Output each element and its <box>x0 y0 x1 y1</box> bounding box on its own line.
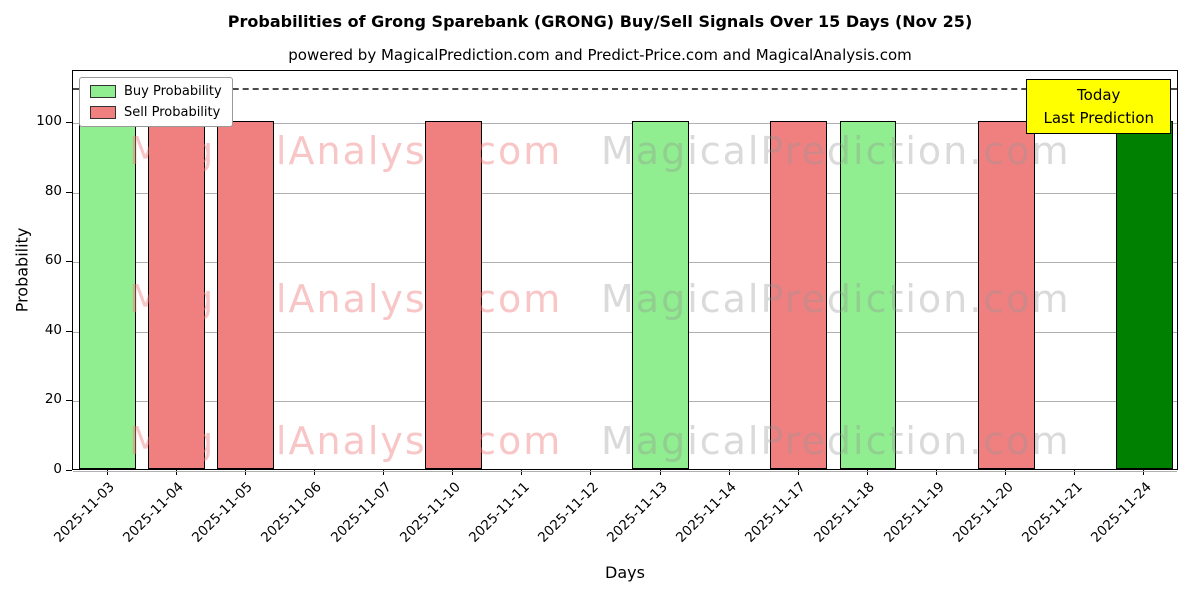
x-tick-mark-2025-11-11 <box>521 470 523 475</box>
x-tick-label-2025-11-20: 2025-11-20 <box>949 479 1017 546</box>
x-tick-label-2025-11-03: 2025-11-03 <box>51 479 118 546</box>
bar-2025-11-18 <box>839 121 897 469</box>
x-tick-mark-2025-11-17 <box>797 470 799 475</box>
x-tick-label-2025-11-12: 2025-11-12 <box>534 479 602 546</box>
buy-swatch <box>90 85 116 98</box>
x-tick-mark-2025-11-05 <box>244 470 246 475</box>
chart-title: Probabilities of Grong Sparebank (GRONG)… <box>227 12 973 31</box>
bar-2025-11-10 <box>424 121 482 469</box>
x-tick-mark-2025-11-18 <box>866 470 868 475</box>
x-tick-label-2025-11-24: 2025-11-24 <box>1087 479 1155 546</box>
y-tick-20: 20 <box>44 391 62 408</box>
sell-legend-label: Sell Probability <box>124 105 221 120</box>
x-tick-label-2025-11-17: 2025-11-17 <box>742 479 810 546</box>
threshold-dashed-line <box>73 88 1177 91</box>
y-tick-mark-20 <box>66 400 72 402</box>
x-tick-label-2025-11-05: 2025-11-05 <box>189 479 257 546</box>
gridline-y-0 <box>73 471 1177 472</box>
bar-2025-11-17 <box>770 121 828 469</box>
bar-2025-11-13 <box>632 121 689 469</box>
x-tick-mark-2025-11-24 <box>1143 470 1145 475</box>
sell-swatch <box>90 106 116 119</box>
y-tick-60: 60 <box>44 252 62 269</box>
x-tick-mark-2025-11-07 <box>383 470 385 475</box>
chart-subtitle: powered by MagicalPrediction.com and Pre… <box>288 46 912 64</box>
x-tick-mark-2025-11-19 <box>936 470 938 475</box>
x-tick-label-2025-11-07: 2025-11-07 <box>327 479 395 546</box>
x-tick-mark-2025-11-04 <box>175 470 177 475</box>
gridline-y-100 <box>73 123 1177 125</box>
bar-2025-11-20 <box>977 121 1035 469</box>
x-tick-label-2025-11-18: 2025-11-18 <box>811 479 879 546</box>
x-tick-mark-2025-11-21 <box>1074 470 1076 475</box>
gridline-y-60 <box>73 262 1177 264</box>
y-tick-100: 100 <box>36 113 62 130</box>
x-tick-label-2025-11-21: 2025-11-21 <box>1018 479 1086 546</box>
legend-entry-sell: Sell Probability <box>90 105 222 120</box>
x-tick-mark-2025-11-20 <box>1005 470 1007 475</box>
x-tick-label-2025-11-14: 2025-11-14 <box>673 479 741 546</box>
bar-2025-11-04 <box>148 121 206 469</box>
y-tick-40: 40 <box>44 321 62 338</box>
y-tick-mark-40 <box>66 330 72 332</box>
y-tick-mark-80 <box>66 191 72 193</box>
gridline-y-20 <box>73 401 1177 403</box>
x-tick-label-2025-11-19: 2025-11-19 <box>880 479 948 546</box>
y-tick-mark-100 <box>66 122 72 124</box>
x-axis-label: Days <box>605 563 645 582</box>
x-tick-mark-2025-11-14 <box>728 470 730 475</box>
x-tick-mark-2025-11-13 <box>659 470 661 475</box>
y-tick-0: 0 <box>53 461 62 477</box>
x-tick-mark-2025-11-03 <box>106 470 108 475</box>
buy-legend-label: Buy Probability <box>124 84 222 99</box>
bar-2025-11-03 <box>79 121 136 469</box>
bar-2025-11-05 <box>217 121 275 469</box>
x-tick-label-2025-11-10: 2025-11-10 <box>396 479 464 546</box>
y-axis-label: Probability <box>12 227 32 313</box>
plot-area: MagicalAnalysis.com MagicalPrediction.com… <box>72 70 1178 472</box>
x-tick-label-2025-11-13: 2025-11-13 <box>604 479 671 546</box>
y-tick-mark-60 <box>66 261 72 263</box>
today-annotation-line2: Last Prediction <box>1043 108 1154 127</box>
x-tick-label-2025-11-06: 2025-11-06 <box>258 479 326 546</box>
x-tick-label-2025-11-04: 2025-11-04 <box>120 479 188 546</box>
x-tick-mark-2025-11-06 <box>313 470 315 475</box>
gridline-y-80 <box>73 192 1177 194</box>
x-tick-label-2025-11-11: 2025-11-11 <box>465 479 533 546</box>
today-annotation: Today Last Prediction <box>1026 79 1171 134</box>
gridline-y-40 <box>73 331 1177 333</box>
legend-entry-buy: Buy Probability <box>90 84 222 99</box>
y-tick-80: 80 <box>44 182 62 199</box>
bar-2025-11-24 <box>1116 121 1173 469</box>
x-tick-mark-2025-11-12 <box>590 470 592 475</box>
legend: Buy Probability Sell Probability <box>79 77 233 127</box>
y-tick-mark-0 <box>66 470 72 471</box>
today-annotation-line1: Today <box>1077 86 1121 104</box>
x-tick-mark-2025-11-10 <box>452 470 454 475</box>
